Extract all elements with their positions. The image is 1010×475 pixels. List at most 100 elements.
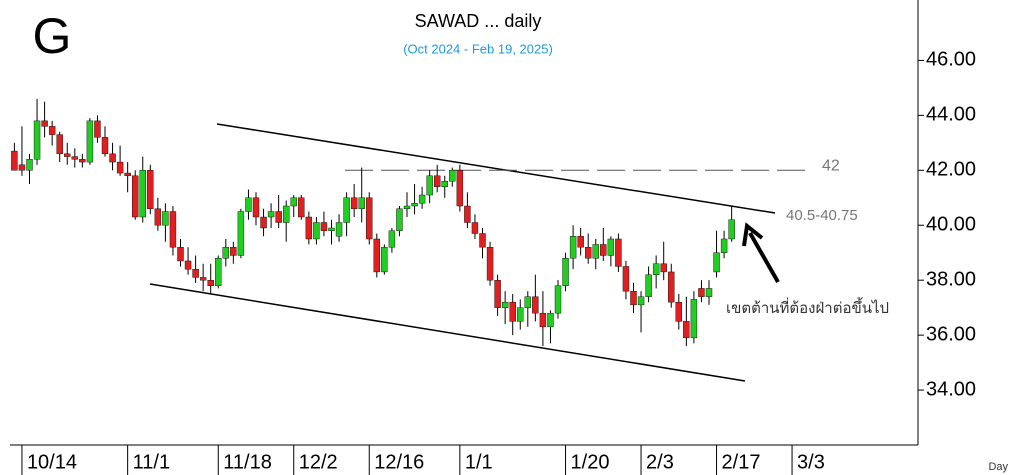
candle-body [577,236,584,248]
candle-body [260,216,267,229]
candle-body [524,296,531,308]
candle-body [509,301,516,322]
candle-body [94,120,101,138]
candle-body [26,159,33,171]
y-tick-label: 40.00 [926,214,976,236]
candle-body [343,197,350,223]
candle-body [668,271,675,303]
candle-body [169,211,177,248]
candle-body [184,260,192,270]
candle-body [622,266,630,292]
candle-body [328,227,335,231]
candle-body [275,211,282,223]
candle-body [192,268,199,278]
candle-body [403,205,411,209]
candle-body [690,299,698,339]
candle-body [698,288,705,297]
candle-body [230,247,237,256]
x-tick-label: 12/16 [374,451,424,473]
y-tick-label: 46.00 [926,49,976,71]
candle-body [637,296,645,306]
candle-body [675,301,682,322]
candle-body [607,238,615,256]
candle-body [350,197,358,209]
candle-body [222,247,230,259]
candle-body [245,197,252,212]
x-tick-label: 2/3 [646,451,674,473]
candle-body [486,247,494,281]
x-tick-label: 1/1 [465,451,493,473]
candle-body [33,120,41,160]
x-tick-label: 11/18 [223,451,272,473]
candle-body [109,153,116,163]
candle-body [562,258,569,286]
candle-body [267,211,275,218]
candle-body [381,247,388,273]
candle-body [139,170,146,218]
candle-body [388,230,396,248]
candle-body [592,244,599,259]
candle-body [713,252,720,273]
annotation: 40.5-40.75 [786,207,858,224]
candle-body [660,263,667,273]
x-tick-label: 1/20 [571,451,610,473]
candle-body [154,208,162,226]
candle-body [116,161,124,174]
candle-body [358,197,365,209]
candle-body [313,222,320,240]
candle-body [147,170,154,209]
y-tick-label: 36.00 [926,323,976,345]
candle-body [290,197,297,207]
candle-body [645,274,652,297]
candle-body [532,296,539,314]
y-tick-label: 38.00 [926,268,976,290]
candle-body [298,197,305,218]
candle-body [418,194,426,204]
upper-trend-line [216,123,776,214]
candle-body [373,238,380,273]
y-tick-label: 44.00 [926,104,976,126]
candle-body [501,301,509,308]
candle-body [252,197,260,218]
candle-body [569,236,577,259]
candle-body [471,222,479,234]
candle-body [434,175,441,187]
candle-body [177,247,184,262]
lower-trend-line [149,283,746,382]
candle-body [366,197,373,240]
candle-body [615,238,622,267]
x-axis-label: Day [988,461,1008,473]
candle-body [48,126,56,135]
candle-body [207,279,214,286]
candle-body [396,208,403,231]
candle-body [56,134,63,155]
candle-body [41,120,48,127]
x-tick-label: 10/14 [27,451,77,473]
candle-body [494,279,501,308]
candle-body [411,203,418,207]
candle-body [124,172,131,177]
x-tick-label: 12/2 [299,451,338,473]
candle-body [539,312,547,328]
y-tick-label: 34.00 [926,378,976,400]
candle-body [728,219,735,240]
candle-body [162,211,169,226]
candle-body [305,216,313,240]
candle-body [683,321,690,339]
candle-body [86,120,94,163]
candle-body [630,290,637,306]
x-tick-label: 11/1 [133,451,170,473]
candle-body [464,205,471,223]
candle-body [426,175,433,196]
chart-subtitle: (Oct 2024 - Feb 19, 2025) [403,41,553,56]
candle-body [652,263,660,275]
candle-body [64,153,71,157]
candle-body [441,181,448,187]
candle-body [199,277,207,281]
candle-body [131,175,139,218]
candle-body [600,244,607,256]
candle-body [11,150,18,171]
candle-body [547,312,554,328]
candle-body [215,258,222,286]
